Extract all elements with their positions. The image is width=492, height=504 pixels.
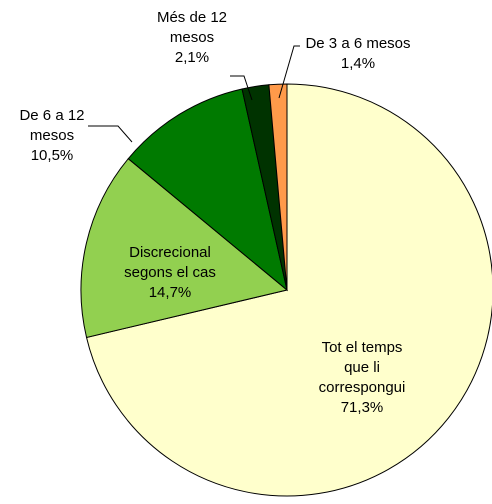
label-line: que li bbox=[344, 359, 380, 376]
slice-value-label: 1,4% bbox=[341, 55, 375, 72]
label-line: segons el cas bbox=[124, 264, 216, 281]
slice-label: De 3 a 6 mesos bbox=[305, 35, 410, 52]
slice-value-label: 14,7% bbox=[149, 284, 192, 301]
label-line: Discrecional bbox=[129, 244, 211, 261]
label-line: mesos bbox=[30, 127, 74, 144]
label-line: correspongui bbox=[319, 379, 406, 396]
pie-slice bbox=[85, 83, 492, 497]
pie-slice bbox=[127, 88, 288, 292]
label-line: De 6 a 12 bbox=[19, 107, 84, 124]
slice-label: Tot el temps que li correspongui bbox=[319, 339, 406, 396]
leader-line bbox=[230, 75, 253, 101]
slice-label: De 6 a 12 mesos bbox=[19, 107, 84, 144]
label-line: Tot el temps bbox=[322, 339, 403, 356]
slice-label: Més de 12 mesos bbox=[157, 9, 227, 46]
slice-value-label: 2,1% bbox=[175, 49, 209, 66]
slice-value-label: 71,3% bbox=[341, 399, 384, 416]
pie-slice bbox=[268, 83, 288, 291]
label-line: mesos bbox=[170, 29, 214, 46]
slice-label: Discrecional segons el cas bbox=[124, 244, 216, 281]
label-line: De 3 a 6 mesos bbox=[305, 35, 410, 52]
slice-value-label: 10,5% bbox=[31, 147, 74, 164]
leader-line bbox=[278, 45, 300, 99]
pie-slice bbox=[80, 157, 289, 339]
leader-line bbox=[88, 125, 133, 143]
label-line: Més de 12 bbox=[157, 9, 227, 26]
